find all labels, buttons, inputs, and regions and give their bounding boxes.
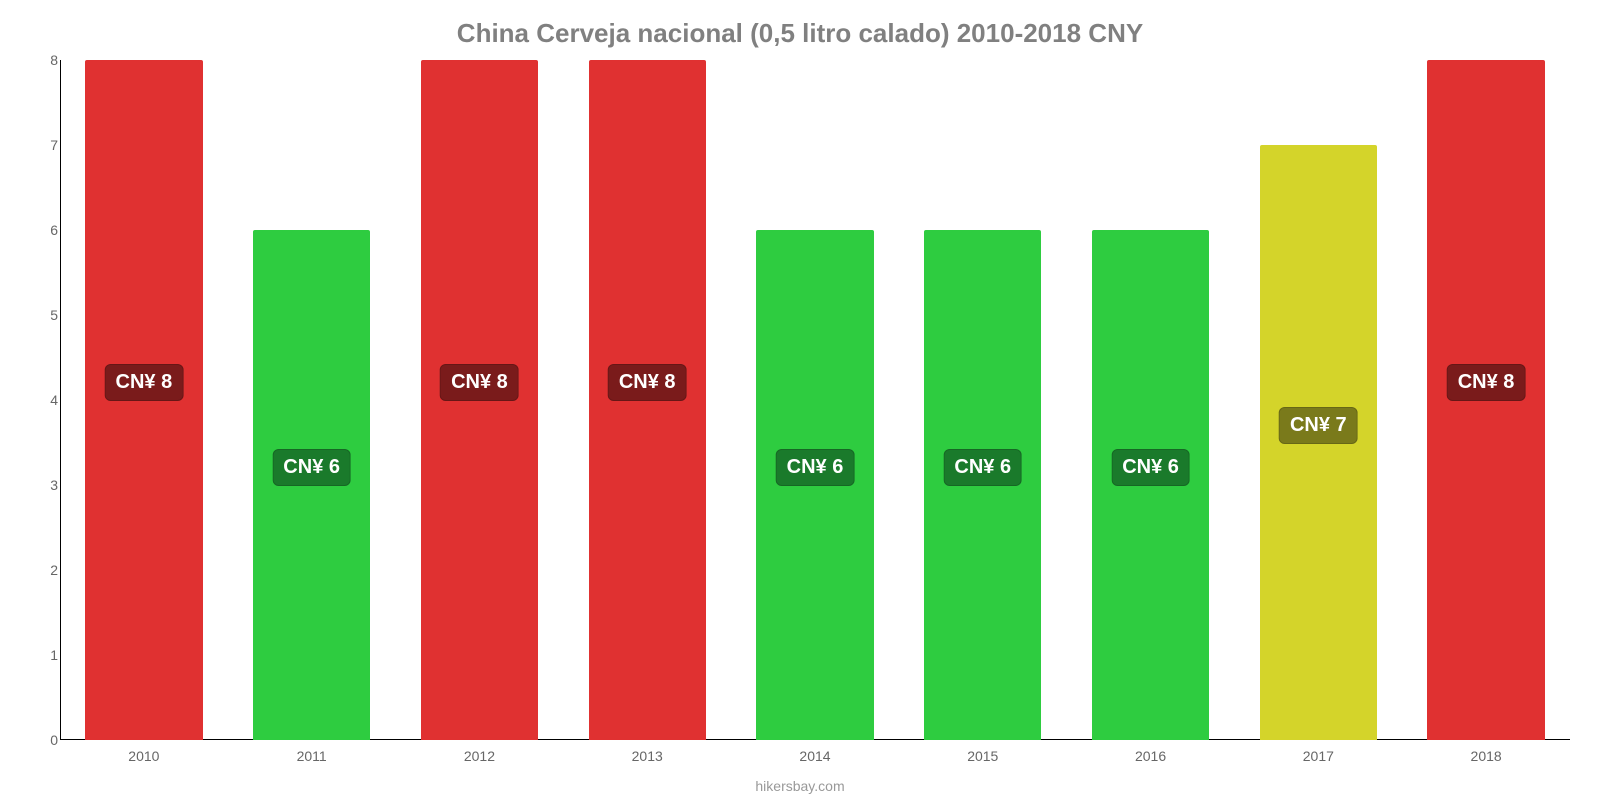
bar: CN¥ 6 (253, 230, 370, 740)
bar-value-label: CN¥ 8 (1447, 364, 1526, 401)
bar: CN¥ 6 (924, 230, 1041, 740)
bar: CN¥ 8 (1427, 60, 1544, 740)
x-tick-label: 2017 (1303, 748, 1334, 764)
x-tick-label: 2015 (967, 748, 998, 764)
bar-value-label: CN¥ 7 (1279, 407, 1358, 444)
y-tick-label: 5 (50, 307, 58, 323)
y-tick-label: 1 (50, 647, 58, 663)
x-tick-label: 2016 (1135, 748, 1166, 764)
chart-title: China Cerveja nacional (0,5 litro calado… (0, 0, 1600, 49)
bar-value-label: CN¥ 6 (943, 449, 1022, 486)
y-tick-label: 0 (50, 732, 58, 748)
x-tick-label: 2012 (464, 748, 495, 764)
y-tick-label: 8 (50, 52, 58, 68)
bar: CN¥ 8 (421, 60, 538, 740)
x-tick-label: 2014 (799, 748, 830, 764)
y-tick-label: 3 (50, 477, 58, 493)
bar-value-label: CN¥ 8 (105, 364, 184, 401)
bar-value-label: CN¥ 6 (1111, 449, 1190, 486)
y-tick-label: 4 (50, 392, 58, 408)
y-axis: 012345678 (20, 60, 58, 740)
y-axis-line (60, 60, 61, 740)
y-tick-label: 2 (50, 562, 58, 578)
bar: CN¥ 7 (1260, 145, 1377, 740)
bar-value-label: CN¥ 8 (440, 364, 519, 401)
x-tick-label: 2018 (1471, 748, 1502, 764)
attribution: hikersbay.com (755, 778, 844, 794)
x-tick-label: 2013 (632, 748, 663, 764)
bar-value-label: CN¥ 8 (608, 364, 687, 401)
bar: CN¥ 8 (85, 60, 202, 740)
chart-container: China Cerveja nacional (0,5 litro calado… (0, 0, 1600, 800)
plot-area: 012345678 201020112012201320142015201620… (60, 60, 1570, 740)
bar-value-label: CN¥ 6 (776, 449, 855, 486)
y-tick-label: 7 (50, 137, 58, 153)
bar-value-label: CN¥ 6 (272, 449, 351, 486)
y-tick-label: 6 (50, 222, 58, 238)
x-tick-label: 2010 (128, 748, 159, 764)
x-axis: 2010 2011 2012 2013 2014 2015 2016 2017 2018 (60, 742, 1570, 768)
bar: CN¥ 8 (589, 60, 706, 740)
x-tick-label: 2011 (297, 748, 327, 764)
bar: CN¥ 6 (1092, 230, 1209, 740)
bar: CN¥ 6 (756, 230, 873, 740)
